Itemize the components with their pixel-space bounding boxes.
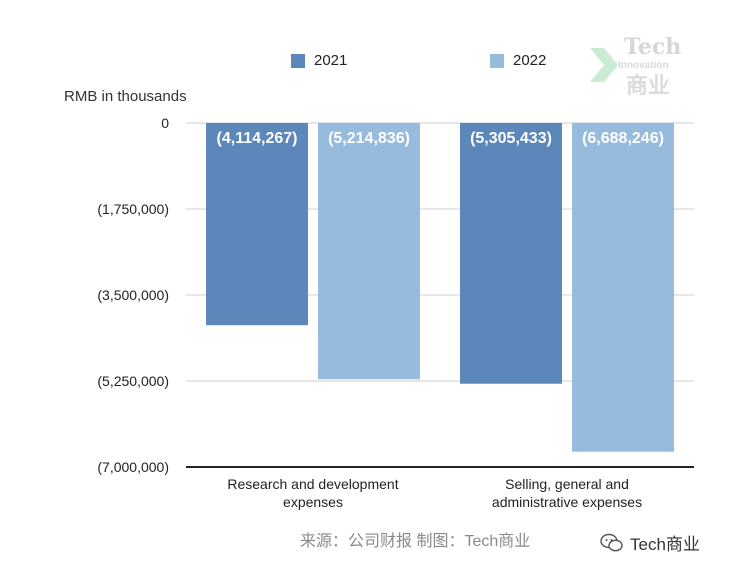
category-label: Research and development [227, 476, 398, 492]
bar [460, 123, 562, 384]
legend-label-2021: 2021 [314, 52, 348, 69]
watermark-line2: Innovation [618, 60, 669, 71]
y-tick-label: (5,250,000) [97, 373, 169, 389]
y-tick-label: (1,750,000) [97, 201, 169, 217]
wechat-icon [600, 533, 623, 551]
y-tick-label: (7,000,000) [97, 459, 169, 475]
data-label: (5,305,433) [470, 130, 552, 147]
legend-2021: 2021 [291, 52, 347, 69]
legend-2022: 2022 [490, 52, 546, 69]
data-label: (5,214,836) [328, 130, 410, 147]
arrow-icon [590, 48, 618, 82]
y-axis-label: RMB in thousands [64, 88, 187, 105]
data-label: (4,114,267) [217, 130, 298, 147]
bar [206, 123, 308, 326]
account-label: Tech商业 [630, 535, 700, 554]
watermark-line3: 商业 [626, 73, 671, 98]
category-label: Selling, general and [505, 476, 629, 492]
category-label: expenses [283, 494, 343, 510]
category-label: administrative expenses [492, 494, 642, 510]
account-badge: Tech商业 [600, 530, 700, 555]
watermark-line1: Tech [624, 34, 682, 60]
bar [572, 123, 674, 452]
bar [318, 123, 420, 380]
brand-watermark: Tech Innovation 商业 [588, 34, 688, 98]
legend-swatch-2021 [291, 53, 305, 68]
source-note: 来源：公司财报 制图：Tech商业 [300, 533, 531, 550]
y-tick-label: 0 [161, 115, 169, 131]
y-tick-label: (3,500,000) [97, 287, 169, 303]
legend-label-2022: 2022 [513, 52, 547, 69]
data-label: (6,688,246) [582, 130, 664, 147]
legend-swatch-2022 [490, 53, 504, 68]
